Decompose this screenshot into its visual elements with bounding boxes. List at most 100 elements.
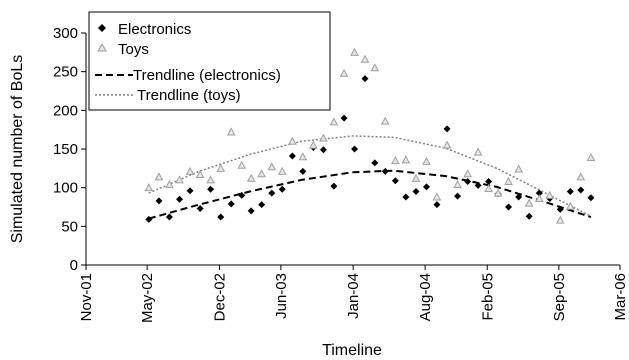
- electronics-point: [238, 191, 246, 199]
- toys-point: [586, 152, 596, 162]
- electronics-point: [186, 187, 194, 195]
- toys-point: [484, 183, 493, 192]
- toys-point: [411, 173, 421, 182]
- electronics-point: [330, 182, 338, 190]
- y-tick-label: 150: [53, 141, 78, 158]
- electronics-point: [340, 114, 348, 122]
- y-ticks: 0 50 100 150 200 250 300: [53, 25, 86, 274]
- electronics-point: [247, 207, 255, 215]
- x-tick-label: Feb-05: [479, 273, 496, 321]
- toys-point: [277, 166, 287, 175]
- electronics-point: [145, 215, 153, 223]
- legend-label-toys: Toys: [118, 41, 149, 58]
- y-tick-label: 250: [53, 64, 78, 81]
- legend-label-trend-electronics: Trendline (electronics): [133, 67, 281, 84]
- electronics-point: [505, 203, 513, 211]
- electronics-point: [412, 188, 420, 196]
- electronics-point: [299, 167, 307, 175]
- toys-point: [493, 188, 503, 197]
- x-tick-label: May-02: [139, 273, 156, 323]
- toys-point: [453, 180, 462, 189]
- legend-item-trend-toys: Trendline (toys): [95, 87, 241, 104]
- triangle-marker-icon: [97, 42, 107, 52]
- toys-point: [226, 127, 236, 136]
- toys-point: [185, 166, 195, 175]
- toys-point: [288, 136, 297, 145]
- toys-point: [566, 201, 575, 210]
- electronics-point: [227, 200, 235, 208]
- toys-point: [442, 140, 452, 149]
- toys-point: [391, 156, 400, 165]
- toys-point: [463, 169, 473, 178]
- toys-point: [350, 47, 359, 56]
- y-tick-label: 0: [70, 257, 78, 274]
- electronics-point: [165, 213, 173, 221]
- electronics-point: [319, 146, 327, 154]
- toys-point: [370, 63, 380, 72]
- electronics-point: [535, 189, 543, 197]
- toys-point: [555, 215, 565, 224]
- toys-point: [422, 156, 431, 165]
- electronics-point: [577, 186, 585, 194]
- y-tick-label: 50: [61, 218, 78, 235]
- toys-point: [545, 190, 555, 199]
- legend-item-electronics: Electronics: [98, 21, 191, 38]
- toys-point: [175, 175, 184, 184]
- legend-label-electronics: Electronics: [118, 21, 191, 38]
- x-tick-label: Nov-01: [78, 273, 95, 321]
- legend: Electronics Toys Trendline (electronics)…: [88, 11, 331, 111]
- diamond-marker-icon: [98, 24, 106, 32]
- electronics-point: [258, 201, 266, 209]
- electronics-point: [485, 177, 493, 185]
- toys-point: [360, 54, 370, 63]
- toys-point: [216, 163, 226, 172]
- toys-point: [206, 175, 215, 184]
- electronics-point: [207, 185, 215, 193]
- electronics-point: [515, 193, 523, 201]
- electronics-point: [464, 177, 472, 185]
- electronics-point: [217, 213, 225, 221]
- x-tick-label: Mar-06: [612, 273, 629, 321]
- toys-point: [504, 176, 513, 185]
- electronics-point: [278, 185, 286, 193]
- toys-point: [380, 116, 390, 125]
- y-tick-label: 300: [53, 25, 78, 42]
- electronics-point: [474, 181, 482, 189]
- electronics-point: [566, 188, 574, 196]
- y-tick-label: 200: [53, 102, 78, 119]
- trendline-electronics: [148, 169, 592, 220]
- electronics-point: [402, 193, 410, 201]
- toys-point: [339, 68, 349, 77]
- electronics-point: [176, 195, 184, 203]
- y-axis-label: Simulated number of BoLs: [9, 55, 26, 244]
- toys-point: [165, 180, 174, 189]
- x-tick-label: Aug-04: [417, 273, 434, 321]
- toys-point: [246, 173, 256, 182]
- electronics-point: [422, 183, 430, 191]
- toys-point: [534, 193, 544, 202]
- legend-item-toys: Toys: [97, 41, 149, 58]
- x-axis-label: Timeline: [322, 342, 382, 359]
- toys-point: [308, 140, 318, 149]
- toys-point: [401, 155, 411, 164]
- x-tick-label: Sep-05: [551, 273, 568, 321]
- toys-point: [514, 164, 524, 173]
- toys-point: [432, 192, 442, 201]
- electronics-point: [288, 152, 296, 160]
- legend-item-trend-electronics: Trendline (electronics): [95, 67, 281, 84]
- electronics-point: [381, 167, 389, 175]
- y-tick-label: 100: [53, 180, 78, 197]
- trendline-toys: [148, 135, 592, 217]
- plot-area: 0 50 100 150 200 250 300 Nov-01 May-02 Dec-02 Jun…: [53, 25, 629, 323]
- electronics-point: [443, 125, 451, 133]
- toys-point: [195, 169, 205, 179]
- electronics-point: [556, 205, 564, 213]
- toys-point: [576, 172, 586, 181]
- toys-point: [144, 183, 154, 192]
- series-layer: [144, 47, 596, 224]
- toys-point: [267, 162, 277, 171]
- electronics-point: [196, 205, 204, 213]
- x-ticks: Nov-01 May-02 Dec-02 Jun-03 Jan-04 Aug-04 Feb-…: [78, 265, 629, 323]
- x-tick-label: Jan-04: [345, 273, 362, 319]
